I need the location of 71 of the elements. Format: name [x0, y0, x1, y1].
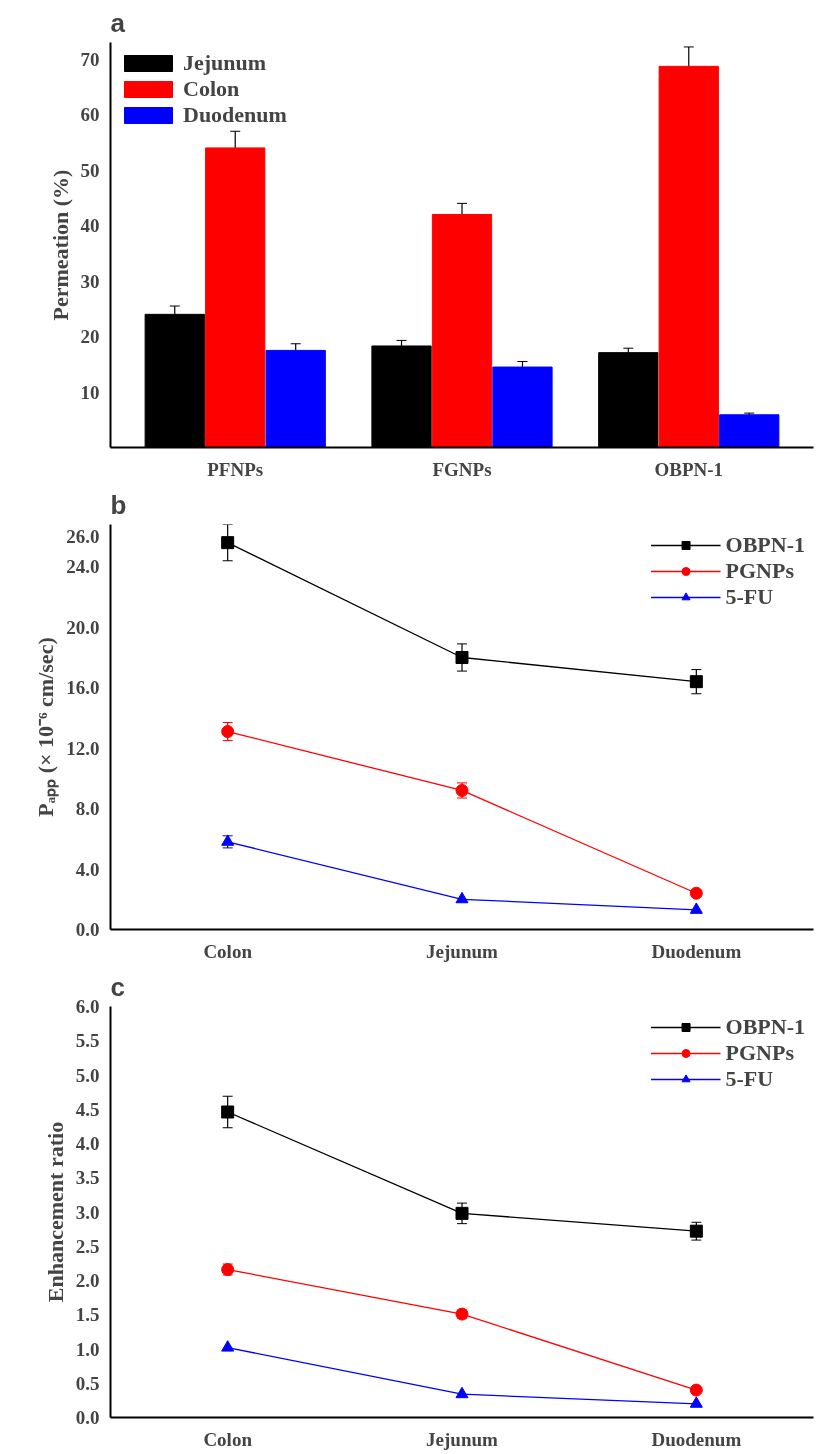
y-tick-label: 1.5 — [75, 1304, 100, 1326]
y-tick-label: 0.0 — [75, 919, 100, 940]
y-axis-title: Pₐₚₚ (× 10⁻⁶ cm/sec) — [33, 637, 60, 817]
x-tick-label: Colon — [203, 1428, 253, 1450]
point — [221, 725, 235, 739]
legend-label: Jejunum — [183, 50, 267, 76]
y-tick-label: 16.0 — [66, 677, 100, 699]
y-tick-label: 12.0 — [66, 737, 100, 759]
x-tick-label: PFNPs — [207, 458, 264, 480]
y-tick-label: 0.0 — [75, 1407, 100, 1428]
legend-label: 5-FU — [725, 1066, 774, 1092]
point — [455, 1206, 469, 1220]
y-tick-label: 0.5 — [75, 1372, 100, 1394]
legend-label: OBPN-1 — [725, 1014, 805, 1040]
point — [221, 536, 235, 550]
bar — [658, 65, 719, 448]
point — [689, 675, 703, 689]
y-axis-title: Permeation (%) — [47, 169, 73, 321]
x-tick-label: OBPN-1 — [654, 458, 724, 480]
y-tick-label: 2.5 — [75, 1235, 100, 1257]
x-tick-label: Duodenum — [651, 940, 742, 962]
bar — [431, 213, 493, 448]
legend-label: Colon — [183, 76, 240, 102]
y-tick-label: 4.5 — [75, 1098, 100, 1120]
y-tick-label: 50 — [80, 159, 100, 181]
chart-title: c — [110, 971, 125, 1002]
y-tick-label: 5.0 — [75, 1064, 100, 1086]
y-tick-label: 70 — [80, 48, 100, 70]
legend-label: 5-FU — [725, 584, 774, 610]
y-tick-label: 24.0 — [66, 556, 100, 578]
point — [689, 1396, 703, 1408]
y-tick-label: 1.0 — [75, 1338, 100, 1360]
x-tick-label: FGNPs — [432, 458, 492, 480]
y-tick-label: 20 — [80, 326, 100, 348]
y-tick-label: 3.5 — [75, 1167, 100, 1189]
bar — [719, 414, 780, 448]
y-tick-label: 30 — [80, 270, 100, 292]
y-tick-label: 60 — [80, 104, 100, 126]
point — [221, 1105, 235, 1119]
x-tick-label: Duodenum — [651, 1428, 742, 1450]
legend-label: PGNPs — [725, 558, 794, 584]
legend-label: Duodenum — [183, 102, 287, 128]
point — [455, 650, 469, 664]
x-tick-label: Jejunum — [426, 1428, 499, 1450]
bar — [492, 366, 553, 448]
y-tick-label: 3.0 — [75, 1201, 100, 1223]
bar — [265, 349, 326, 448]
legend-label: PGNPs — [725, 1040, 794, 1066]
legend-label: OBPN-1 — [725, 532, 805, 558]
y-tick-label: 20.0 — [66, 616, 100, 638]
bar — [205, 147, 266, 448]
y-tick-label: 4.0 — [75, 858, 100, 880]
point — [689, 902, 703, 914]
y-tick-label: 40 — [80, 215, 100, 237]
x-tick-label: Jejunum — [426, 940, 499, 962]
y-tick-label: 8.0 — [75, 798, 100, 820]
chart-title: b — [110, 489, 127, 520]
y-tick-label: 4.0 — [75, 1133, 100, 1154]
y-tick-label: 10 — [80, 381, 100, 403]
point — [221, 1340, 235, 1352]
y-tick-label: 26.0 — [66, 526, 100, 548]
y-tick-label: 2.0 — [75, 1270, 100, 1291]
point — [689, 1383, 703, 1397]
y-tick-label: 5.5 — [75, 1030, 100, 1052]
point — [455, 891, 469, 904]
point — [689, 886, 703, 900]
point — [455, 1386, 469, 1399]
y-tick-label: 6.0 — [75, 996, 100, 1017]
x-tick-label: Colon — [203, 940, 253, 962]
chart-title: a — [110, 7, 126, 38]
y-axis-title: Enhancement ratio — [42, 1121, 68, 1303]
